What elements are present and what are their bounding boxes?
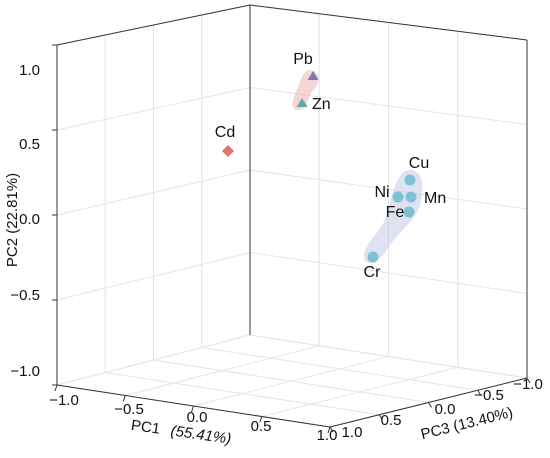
- y-tick-label: −1.0: [10, 363, 40, 380]
- points-layer: Cd Pb Zn Cu Ni Mn Fe Cr: [215, 51, 446, 281]
- grid-line: [261, 366, 458, 417]
- box-frame: [52, 4, 531, 434]
- grid-line: [249, 252, 528, 294]
- point-mn: [405, 191, 417, 203]
- point-label-mn: Mn: [424, 190, 446, 207]
- z-tick-label: −1.0: [513, 376, 543, 393]
- z-tick: [428, 402, 432, 408]
- grid-line: [56, 334, 251, 386]
- z-tick: [477, 389, 482, 396]
- z-tick-label: −0.5: [474, 387, 504, 404]
- x-axis-title-name: PC1: [130, 417, 161, 438]
- frame-edge: [249, 4, 528, 41]
- point-cd: [222, 145, 234, 157]
- grid-line: [201, 347, 478, 391]
- point-pb: [307, 71, 319, 80]
- z-tick-label: 0.5: [381, 412, 402, 429]
- x-tick: [191, 405, 194, 413]
- x-axis-ticks: −1.0 −0.5 0.0 0.5 1.0: [49, 392, 337, 444]
- y-tick-label: 0.0: [19, 211, 40, 228]
- x-tick: [54, 384, 58, 392]
- point-cr: [367, 251, 379, 263]
- frame-edge: [56, 4, 251, 46]
- z-tick: [378, 414, 383, 421]
- z-tick: [329, 426, 334, 433]
- z-axis-ticks: 1.0 0.5 0.0 −0.5 −1.0: [342, 376, 543, 441]
- x-tick-label: 0.0: [187, 409, 208, 426]
- x-tick-label: 1.0: [317, 427, 338, 444]
- x-tick: [327, 426, 331, 434]
- grid-line: [56, 252, 251, 301]
- point-cu: [404, 174, 416, 186]
- point-label-zn: Zn: [312, 96, 331, 113]
- grid-line: [153, 359, 429, 403]
- x-axis-title-percent: (55.41%): [170, 422, 233, 447]
- point-zn: [296, 98, 308, 107]
- x-tick: [122, 395, 126, 402]
- y-tick-label: 0.5: [19, 136, 40, 153]
- y-tick-label: 1.0: [19, 62, 40, 79]
- point-ni: [392, 191, 404, 203]
- z-tick-label: 0.0: [435, 401, 456, 418]
- grid-line: [249, 334, 528, 379]
- point-fe: [403, 206, 415, 218]
- z-axis-title: PC3 (13.40%): [419, 404, 515, 443]
- point-label-pb: Pb: [293, 51, 313, 68]
- x-tick-label: 0.5: [251, 418, 272, 435]
- x-tick-label: −0.5: [114, 401, 144, 418]
- point-label-cd: Cd: [215, 124, 235, 141]
- y-tick-label: −0.5: [10, 287, 40, 304]
- y-axis-title: PC2 (22.81%): [4, 173, 21, 267]
- z-tick: [526, 377, 531, 384]
- x-tick-label: −1.0: [49, 392, 79, 409]
- point-label-cu: Cu: [409, 155, 429, 172]
- point-label-cr: Cr: [364, 264, 382, 281]
- point-label-fe: Fe: [386, 204, 405, 221]
- x-axis-title: PC1 (55.41%): [130, 417, 232, 448]
- grid-layer: [56, 4, 528, 428]
- point-label-ni: Ni: [374, 184, 389, 201]
- y-axis-ticks: 1.0 0.5 0.0 −0.5 −1.0: [10, 62, 40, 380]
- z-tick-label: 1.0: [342, 424, 363, 441]
- x-tick: [259, 416, 263, 423]
